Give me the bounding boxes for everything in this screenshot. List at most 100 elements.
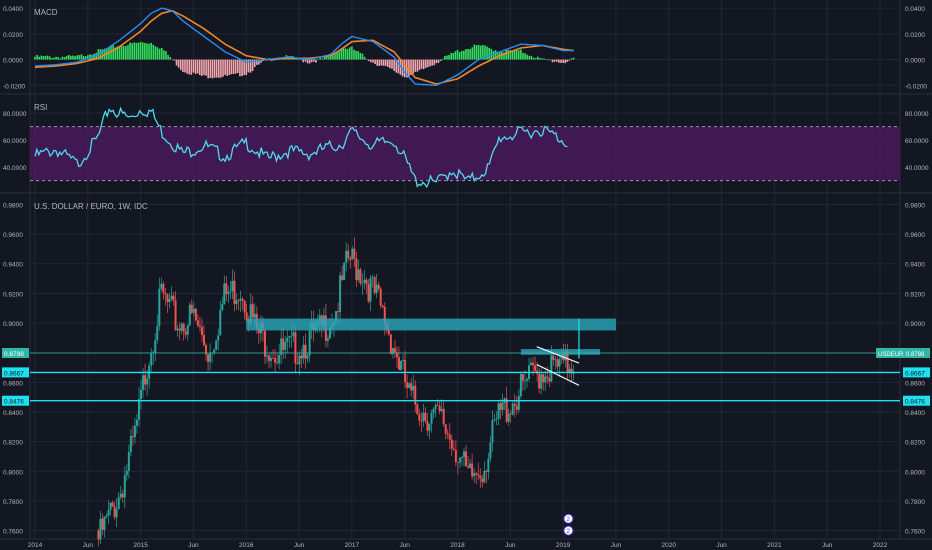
candle-body <box>268 355 270 361</box>
macd-histogram-bar <box>515 49 518 60</box>
macd-histogram-bar <box>76 55 79 60</box>
resistance-zones[interactable] <box>246 318 616 355</box>
macd-histogram-bar <box>363 56 366 60</box>
level-value-left: 0.8667 <box>4 370 24 377</box>
level-tag-left <box>2 395 29 406</box>
candle-body <box>412 385 415 391</box>
resistance-zone <box>246 318 616 331</box>
macd-histogram-bar <box>431 59 433 66</box>
event-marker <box>563 525 574 536</box>
y-tick-label-left: 80.0000 <box>3 111 27 118</box>
candle-body <box>282 338 285 350</box>
rsi-axis-labels: 80.0000 80.0000 60.0000 60.0000 40.0000 40.00… <box>3 111 929 172</box>
macd-histogram-bar <box>452 53 455 60</box>
candle-body <box>444 424 447 434</box>
macd-histogram-bar <box>359 52 362 60</box>
macd-histogram-bar <box>184 59 186 73</box>
macd-histogram-bar <box>555 59 558 62</box>
macd-histogram-bar <box>175 59 178 66</box>
macd-histogram-bar <box>422 59 425 70</box>
macd-histogram-bar <box>253 59 256 68</box>
candle-body <box>176 328 179 331</box>
y-tick-label-left: 0.9200 <box>3 291 23 298</box>
price-pane[interactable]: U.S. DOLLAR / EURO, 1W, IDC 0.9800 0.9800… <box>2 202 930 547</box>
macd-histogram-bar <box>367 59 370 62</box>
macd-axis-labels: 0.0400 0.0400 0.0200 0.0200 0.0000 0.0000 -0.0… <box>3 6 927 90</box>
macd-histogram-bar <box>397 59 400 74</box>
candle-body <box>123 475 126 498</box>
macd-histogram-bar <box>475 45 478 60</box>
candle-body <box>511 403 514 415</box>
macd-histogram-bar <box>201 59 203 76</box>
macd-histogram-bar <box>435 59 438 64</box>
macd-histogram-bar <box>456 49 459 60</box>
candle-body <box>113 506 116 518</box>
macd-histogram-bar <box>173 59 176 61</box>
candle-body <box>400 360 403 370</box>
x-tick-label: 2016 <box>239 542 254 549</box>
macd-histogram-bar <box>239 59 241 77</box>
macd-histogram-bar <box>241 59 243 77</box>
candle-body <box>540 374 543 389</box>
macd-lines <box>34 7 574 87</box>
candle-body <box>505 398 508 422</box>
y-tick-label-right: 0.8400 <box>905 410 925 417</box>
trendline-drawings[interactable] <box>536 318 580 386</box>
macd-histogram-bar <box>543 58 545 60</box>
y-tick-label-right: 0.9200 <box>905 291 925 298</box>
event-markers[interactable]: 22 <box>563 513 574 536</box>
y-tick-label-left: 0.0400 <box>3 6 23 13</box>
macd-pane[interactable]: MACD 0.0400 0.0400 0.0200 0.0200 0.0000 0.000… <box>3 6 927 90</box>
candle-body <box>558 358 561 367</box>
macd-histogram-bar <box>386 59 389 67</box>
macd-histogram-bar <box>416 59 419 72</box>
macd-histogram-bar <box>82 56 85 60</box>
macd-histogram-bar <box>473 44 476 60</box>
candle-body <box>485 470 488 472</box>
candle-body <box>367 284 370 302</box>
macd-histogram-bar <box>509 50 512 60</box>
candle-body <box>564 351 567 361</box>
macd-histogram-bar <box>247 59 250 73</box>
macd-histogram-bar <box>536 56 539 60</box>
candle-body <box>274 358 277 363</box>
candle-body <box>296 363 299 365</box>
macd-histogram-bar <box>228 59 231 75</box>
y-tick-label-right: 0.9600 <box>905 232 925 239</box>
macd-histogram-bar <box>156 47 159 60</box>
macd-histogram-bar <box>167 55 169 60</box>
y-tick-label-right: 0.7600 <box>905 529 925 536</box>
macd-histogram-bar <box>148 43 150 60</box>
candle-body <box>414 385 417 405</box>
macd-histogram-bar <box>467 48 469 60</box>
y-tick-label-left: 0.0000 <box>3 58 23 65</box>
candle-body <box>200 326 203 335</box>
candle-body <box>194 308 197 321</box>
candle-body <box>530 362 533 366</box>
rsi-pane[interactable]: RSI 80.0000 80.0000 60.0000 60.0000 40.0000 4… <box>3 103 929 189</box>
macd-histogram-bar <box>258 59 260 65</box>
x-tick-label: Jun <box>294 542 305 549</box>
y-tick-label-left: 0.8400 <box>3 410 23 417</box>
rsi-band-fill <box>30 126 900 181</box>
candle-body <box>375 284 378 293</box>
macd-histogram-bar <box>534 58 537 60</box>
candle-body <box>249 304 252 324</box>
candle-body <box>335 311 338 323</box>
candle-body <box>395 352 398 358</box>
candle-body <box>493 419 496 421</box>
macd-histogram <box>34 42 575 79</box>
macd-histogram-bar <box>547 59 550 61</box>
macd-histogram-bar <box>220 59 222 78</box>
candle-body <box>115 509 118 518</box>
current-price-tag-left <box>2 347 29 358</box>
rsi-line <box>34 106 568 189</box>
macd-histogram-bar <box>48 56 51 60</box>
candle-body <box>326 338 329 341</box>
candle-body <box>203 334 205 346</box>
x-tick-label: 2021 <box>767 542 782 549</box>
macd-histogram-bar <box>488 47 490 60</box>
macd-histogram-bar <box>302 59 305 63</box>
